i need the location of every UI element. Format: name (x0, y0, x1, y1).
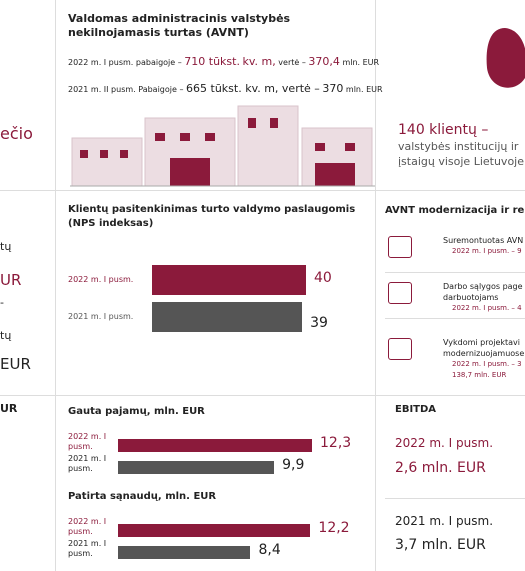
value-label: 8,4 (258, 542, 281, 558)
icon (388, 338, 412, 360)
fragment: UR (0, 402, 18, 415)
avnt-line: 2022 m. I pusm. pabaigoje – 710 tūkst. k… (68, 55, 379, 68)
bullet-text: 138,7 mln. EUR (452, 371, 507, 379)
category-label: 2021 m. I pusm. (68, 454, 107, 473)
text: 370,4 (308, 55, 340, 68)
fragment: tų (0, 329, 12, 342)
divider (385, 498, 525, 499)
bar (118, 546, 251, 559)
ebitda-title: EBITDA (395, 404, 437, 415)
text: vertė – (278, 58, 306, 67)
fragment: EUR (0, 355, 31, 373)
costs-title: Patirta sąnaudų, mln. EUR (68, 491, 217, 502)
value-label: 12,3 (320, 435, 352, 451)
bullet-text: 2022 m. I pusm. – 3 (452, 360, 522, 368)
divider (55, 0, 56, 571)
value-label: 39 (310, 315, 328, 331)
category-label: 2021 m. I pusm. (68, 539, 107, 558)
value-label: 9,9 (282, 457, 305, 473)
divider (0, 190, 525, 191)
nps-title: Klientų pasitenkinimas turto valdymo pas… (68, 204, 356, 229)
text: kv. m, (242, 55, 276, 68)
item-text: modernizuojamuose (443, 349, 525, 358)
text: mln. EUR (342, 58, 380, 67)
value-label: 12,2 (318, 520, 350, 536)
divider (0, 395, 525, 396)
icon (388, 236, 412, 258)
item-text: Darbo sąlygos page (443, 282, 523, 291)
fragment: - (0, 296, 4, 309)
divider (375, 0, 376, 571)
avnt-title: Valdomas administracinis valstybės nekil… (68, 12, 291, 39)
bullet-text: 2022 m. I pusm. – 4 (452, 304, 522, 312)
bar (152, 265, 306, 295)
building-illustration (70, 105, 375, 187)
icon (388, 282, 412, 304)
fragment: ečio (0, 124, 33, 143)
ebitda-period: 2021 m. I pusm. (395, 514, 494, 528)
value-label: 40 (314, 270, 332, 286)
category-label: 2021 m. I pusm. (68, 312, 134, 321)
item-text: darbuotojams (443, 293, 499, 302)
clients-title: 140 klientų – (398, 122, 489, 138)
category-label: 2022 m. I pusm. (68, 517, 107, 536)
ebitda-value: 3,7 mln. EUR (395, 537, 486, 553)
text: 2021 m. II pusm. Pabaigoje – (68, 85, 184, 94)
ebitda-value: 2,6 mln. EUR (395, 460, 486, 476)
revenue-title: Gauta pajamų, mln. EUR (68, 406, 205, 417)
text: 665 tūkst. kv. m, vertė – (186, 82, 320, 95)
category-label: 2022 m. I pusm. (68, 432, 107, 451)
text: 370 (322, 82, 344, 95)
bar (118, 524, 311, 537)
avnt-line: 2021 m. II pusm. Pabaigoje – 665 tūkst. … (68, 82, 383, 95)
fragment: UR (0, 271, 22, 289)
divider (385, 272, 525, 273)
text: mln. EUR (345, 85, 383, 94)
fragment: tų (0, 240, 12, 253)
bar (152, 302, 303, 332)
item-text: Suremontuotas AVN (443, 236, 524, 245)
clients-text: valstybės institucijų ir (398, 140, 519, 153)
category-label: 2022 m. I pusm. (68, 275, 134, 284)
text: 710 tūkst. (184, 55, 240, 68)
modernization-title: AVNT modernizacija ir re (385, 205, 525, 216)
logo (486, 28, 525, 88)
clients-text: įstaigų visoje Lietuvoje (398, 155, 524, 168)
divider (385, 318, 525, 319)
bullet-text: 2022 m. I pusm. – 9 (452, 247, 522, 255)
ebitda-period: 2022 m. I pusm. (395, 436, 494, 450)
bar (118, 439, 312, 452)
bar (118, 461, 275, 474)
text: 2022 m. I pusm. pabaigoje – (68, 58, 182, 67)
item-text: Vykdomi projektavi (443, 338, 521, 347)
